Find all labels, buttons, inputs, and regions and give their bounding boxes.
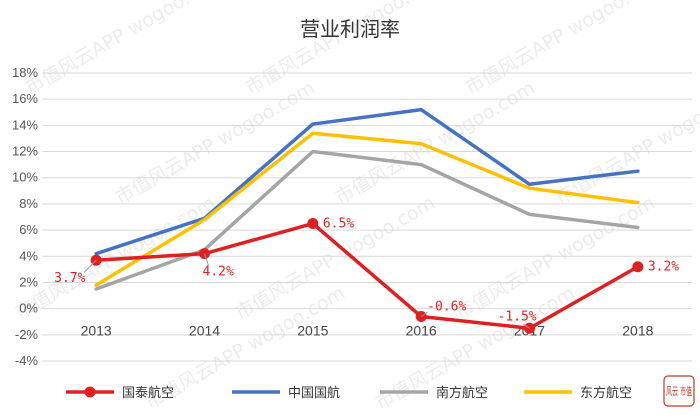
x-tick-label: 2013 xyxy=(81,323,112,339)
series-line xyxy=(94,221,640,331)
y-tick-label: 6% xyxy=(19,222,38,237)
label-leader xyxy=(523,323,530,329)
series-line xyxy=(94,107,640,256)
data-label: 4.2% xyxy=(203,265,234,280)
data-labels: 3.7% 4.2% 6.5% -0.6% -1.5% 3.2% xyxy=(54,217,679,329)
brand-logo: 风云 市值 xyxy=(663,375,695,407)
data-label: 3.7% xyxy=(54,271,85,286)
data-point xyxy=(307,218,319,230)
y-tick-label: -2% xyxy=(15,327,39,342)
watermark-text: 市值风云APP wogoo.com xyxy=(22,0,229,99)
y-tick-label: 2% xyxy=(19,274,38,289)
series-line xyxy=(94,131,640,287)
data-point xyxy=(632,261,644,273)
y-tick-label: 10% xyxy=(12,170,38,185)
y-tick-label: 18% xyxy=(12,65,38,80)
y-tick-label: 16% xyxy=(12,91,38,106)
x-tick-label: 2016 xyxy=(406,323,437,339)
logo-text: 风云 市值 xyxy=(666,384,692,398)
watermark-layer: 市值风云APP wogoo.com 市值风云APP wogoo.com 市值风云AP… xyxy=(12,0,700,414)
watermark-text: 市值风云APP wogoo.com xyxy=(332,77,539,209)
watermark-text: 市值风云APP wogoo.com xyxy=(242,0,449,99)
x-tick-label: 2015 xyxy=(297,323,328,339)
legend-label: 中国国航 xyxy=(288,385,340,401)
legend-label: 东方航空 xyxy=(580,385,632,401)
y-tick-label: -4% xyxy=(15,353,39,368)
y-tick-label: 12% xyxy=(12,144,38,159)
x-tick-label: 2014 xyxy=(189,323,220,339)
watermark-text: 市值风云APP wogoo.com xyxy=(552,77,700,209)
y-axis-ticks: -4% -2% 0% 2% 4% 6% 8% 10% 12% 14% 16% 18% xyxy=(12,65,38,368)
y-tick-label: 14% xyxy=(12,117,38,132)
legend-marker xyxy=(84,386,96,398)
y-tick-label: 0% xyxy=(19,301,38,316)
legend: 国泰航空 中国国航 南方航空 东方航空 xyxy=(66,385,632,401)
legend-label: 南方航空 xyxy=(436,385,488,401)
data-label: -1.5% xyxy=(498,309,537,324)
logo-box xyxy=(663,375,695,407)
series-lines xyxy=(90,107,644,334)
y-tick-label: 4% xyxy=(19,248,38,263)
label-leader xyxy=(420,312,428,317)
y-tick-label: 8% xyxy=(19,196,38,211)
data-label: 3.2% xyxy=(648,260,679,275)
x-tick-label: 2018 xyxy=(622,323,653,339)
label-leader xyxy=(83,259,97,273)
data-label: -0.6% xyxy=(427,299,466,314)
x-axis-ticks: 201320142015201620172018 xyxy=(81,323,654,339)
label-leader xyxy=(204,253,209,266)
watermark-text: 市值风云APP wogoo.com xyxy=(462,0,669,99)
legend-label: 国泰航空 xyxy=(122,385,174,401)
chart-title: 营业利润率 xyxy=(300,17,400,41)
watermark-text: 市值风云APP wogoo.com xyxy=(112,77,319,209)
data-label: 6.5% xyxy=(323,217,354,232)
